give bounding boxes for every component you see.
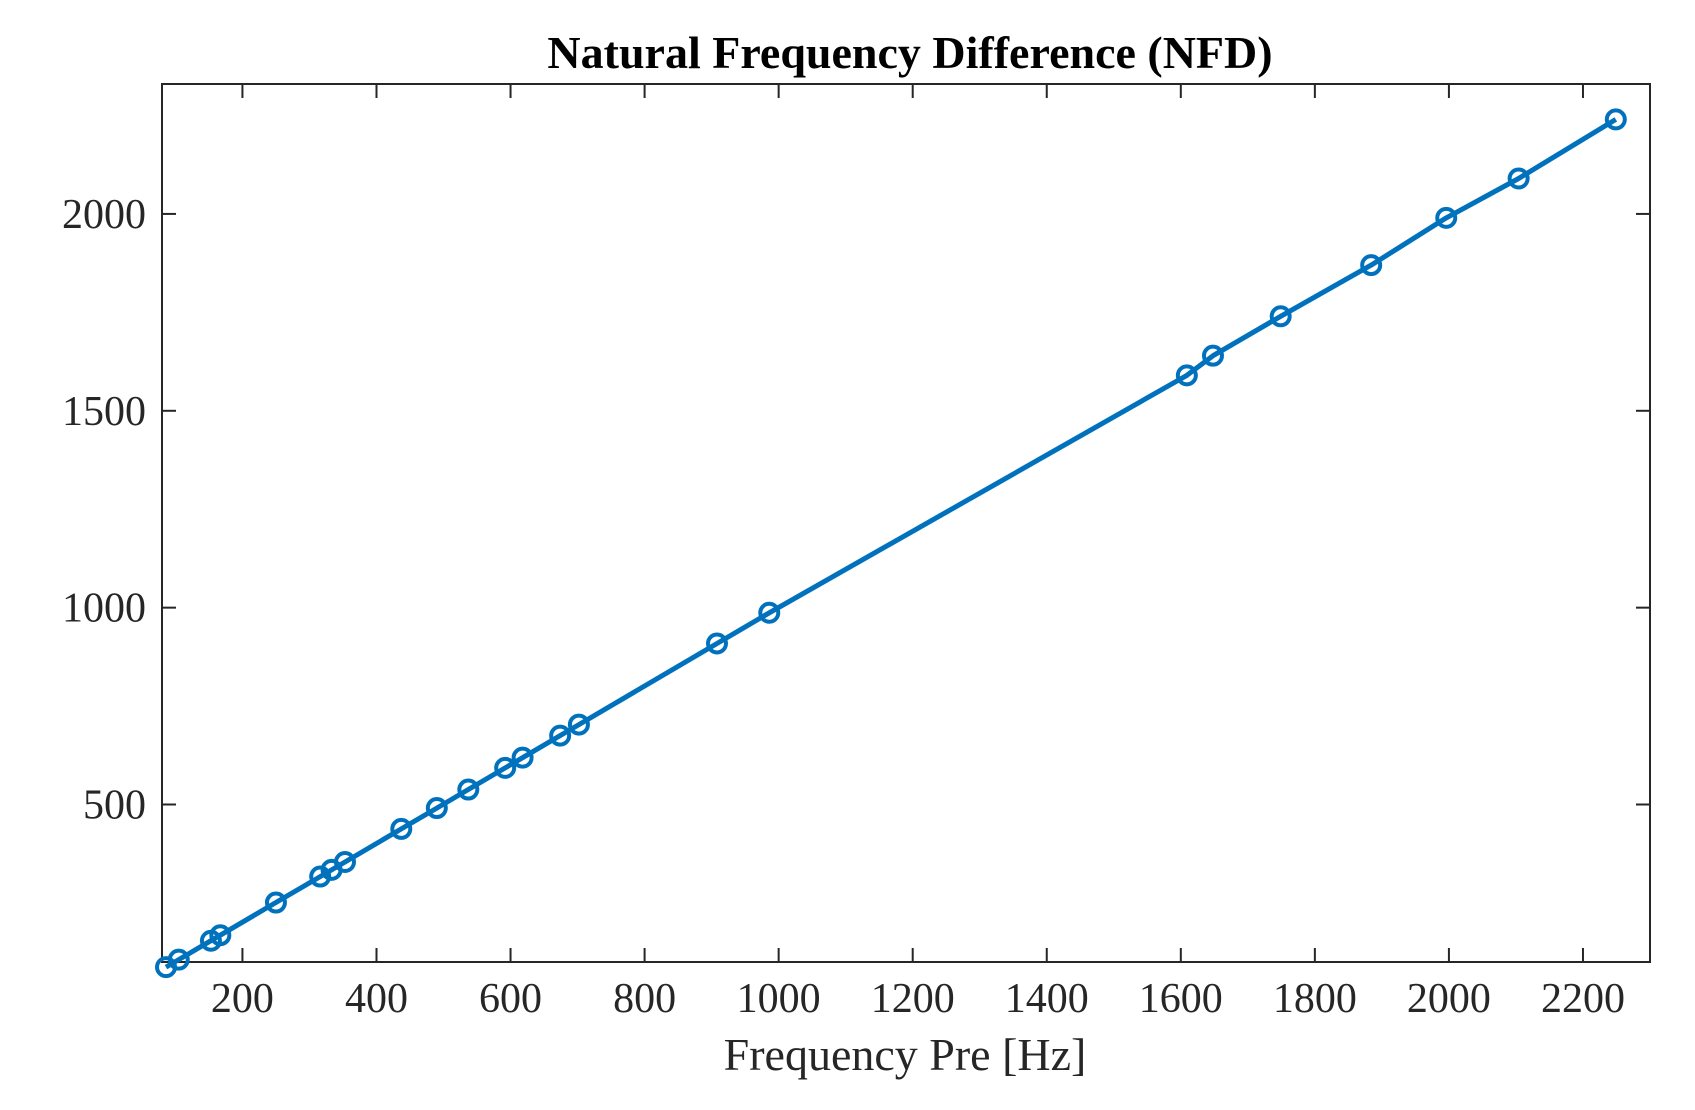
data-point <box>333 850 356 873</box>
x-axis-label: Frequency Pre [Hz] <box>724 1029 1087 1080</box>
data-point <box>494 756 517 779</box>
data-point <box>758 601 781 624</box>
data-point <box>1175 364 1198 387</box>
x-tick-label: 1800 <box>1273 976 1357 1022</box>
y-tick-label: 2000 <box>62 192 146 238</box>
data-point <box>167 948 190 971</box>
data-point <box>264 891 287 914</box>
plot-area <box>161 83 1651 963</box>
y-tick-label: 1000 <box>62 586 146 632</box>
data-point <box>1269 305 1292 328</box>
data-point <box>549 724 572 747</box>
x-tick-label: 600 <box>479 976 542 1022</box>
data-point <box>1435 206 1458 229</box>
x-tick-label: 1200 <box>871 976 955 1022</box>
data-point <box>209 924 232 947</box>
data-point <box>567 713 590 736</box>
data-point <box>1360 254 1383 277</box>
x-tick-label: 2000 <box>1407 976 1491 1022</box>
data-point <box>1507 167 1530 190</box>
x-tick-label: 800 <box>613 976 676 1022</box>
x-tick-label: 2200 <box>1541 976 1625 1022</box>
series-layer <box>155 108 1627 979</box>
x-tick-label: 400 <box>345 976 408 1022</box>
data-point <box>390 817 413 840</box>
x-tick-label: 200 <box>211 976 274 1022</box>
data-point <box>425 797 448 820</box>
data-point <box>457 778 480 801</box>
x-tick-label: 1400 <box>1005 976 1089 1022</box>
chart-title: Natural Frequency Difference (NFD) <box>547 27 1272 78</box>
data-point <box>705 632 728 655</box>
y-tick-label: 1500 <box>62 389 146 435</box>
x-tick-label: 1600 <box>1139 976 1223 1022</box>
data-point <box>1604 108 1627 131</box>
y-tick-label: 500 <box>83 783 146 829</box>
data-point <box>1201 344 1224 367</box>
axis-ticks: 200 400 600 800 1000 1200 1400 1600 1800 2000 2200… <box>62 84 1650 1022</box>
x-tick-label: 1000 <box>737 976 821 1022</box>
data-point <box>511 746 534 769</box>
